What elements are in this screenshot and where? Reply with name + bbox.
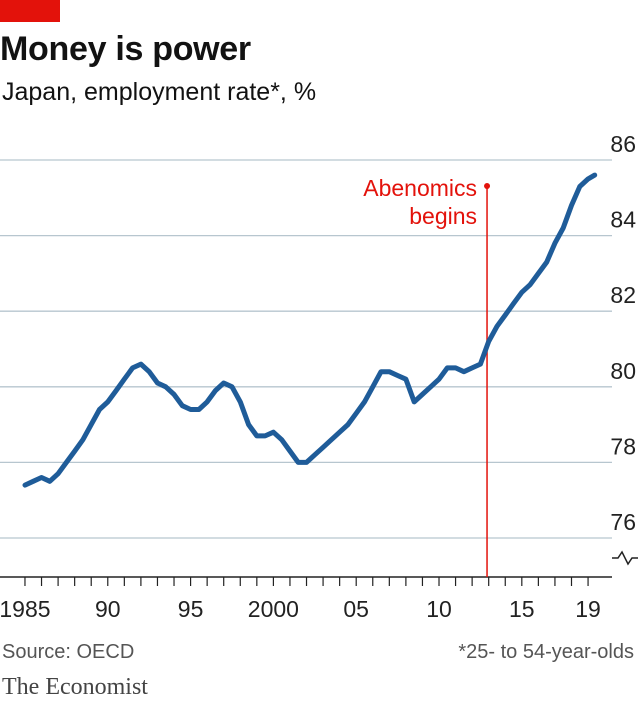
y-tick-label-78: 78 [610, 433, 636, 459]
chart-title: Money is power [0, 30, 251, 68]
y-tick-label-86: 86 [610, 131, 636, 157]
footnote: *25- to 54-year-olds [458, 641, 634, 663]
y-tick-label-80: 80 [610, 358, 636, 384]
x-tick-label-1985: 1985 [0, 596, 51, 622]
line-chart: 76 78 80 82 84 86 1985 90 95 2000 05 10 15 19 Abenom… [0, 131, 638, 622]
x-tick-label-2000: 2000 [248, 596, 299, 622]
gridlines [0, 159, 612, 539]
x-axis: 1985 90 95 2000 05 10 15 19 [0, 576, 612, 622]
y-tick-label-76: 76 [610, 509, 636, 535]
y-axis-labels: 76 78 80 82 84 86 [610, 131, 638, 566]
series-layer [22, 172, 598, 488]
x-tick-label-2019: 19 [575, 596, 601, 622]
axis-break-symbol [612, 550, 638, 566]
x-tick-label-2015: 15 [509, 596, 535, 622]
source-note: Source: OECD [2, 641, 135, 663]
y-tick-label-82: 82 [610, 282, 636, 308]
x-tick-label-2005: 05 [343, 596, 369, 622]
x-tick-label-2010: 10 [426, 596, 452, 622]
x-tick-label-1995: 95 [178, 596, 204, 622]
abenomics-label-line-0: Abenomics [363, 175, 477, 201]
y-tick-label-84: 84 [610, 207, 636, 233]
x-tick-label-1990: 90 [95, 596, 121, 622]
brand-wordmark: The Economist [2, 674, 148, 700]
abenomics-label-line-1: begins [409, 203, 477, 229]
employment-rate-line [22, 172, 598, 488]
brand-accent-bar [0, 0, 60, 22]
abenomics-dot [484, 183, 491, 189]
chart-subtitle: Japan, employment rate*, % [2, 78, 317, 106]
